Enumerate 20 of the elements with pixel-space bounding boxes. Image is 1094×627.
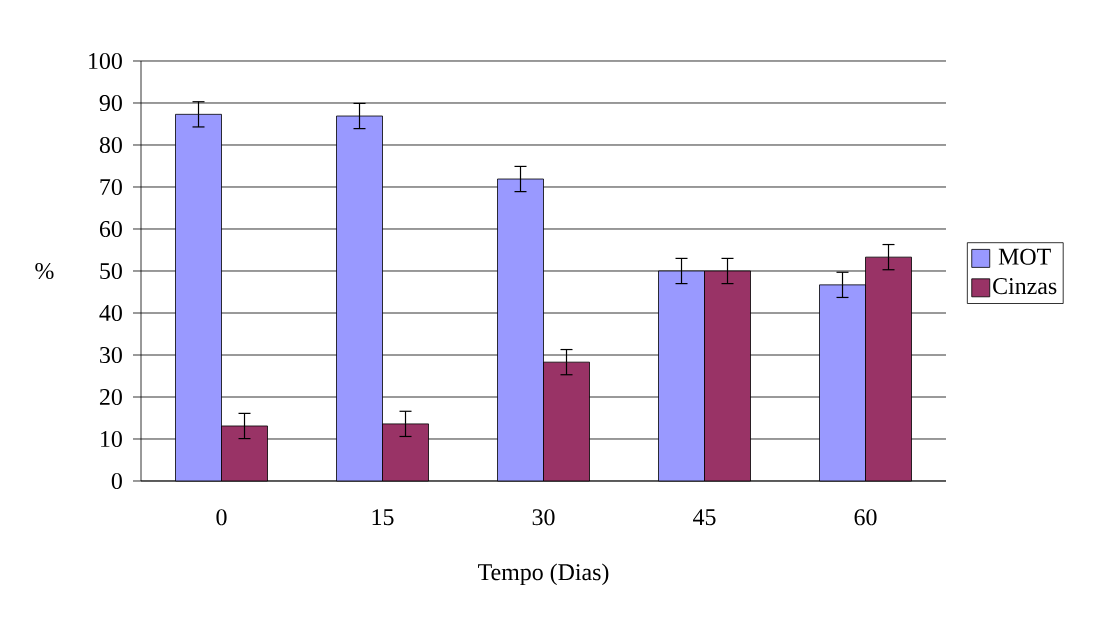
x-tick-label: 15: [372, 509, 394, 526]
y-tick-label: 50: [100, 262, 122, 280]
legend-label: Cinzas: [993, 278, 1057, 295]
y-tick-label: 90: [99, 94, 122, 112]
y-tick-label: 100: [89, 52, 122, 70]
y-tick-label: 10: [101, 430, 122, 448]
x-tick-label: 30: [532, 509, 555, 526]
y-tick-label: 60: [99, 220, 122, 238]
y-tick-label: 80: [99, 136, 122, 154]
y-tick-label: 20: [99, 388, 122, 406]
legend-label: MOT: [998, 248, 1051, 265]
x-tick-label: 45: [693, 509, 716, 526]
x-axis-title: Tempo (Dias): [478, 563, 609, 586]
y-tick-label: 70: [100, 178, 122, 196]
y-tick-label: 0: [111, 472, 122, 490]
x-tick-label: 0: [216, 509, 227, 526]
y-axis-title: %: [35, 262, 54, 280]
x-tick-label: 60: [854, 509, 877, 526]
y-tick-label: 30: [100, 346, 122, 364]
y-tick-label: 40: [99, 304, 122, 322]
